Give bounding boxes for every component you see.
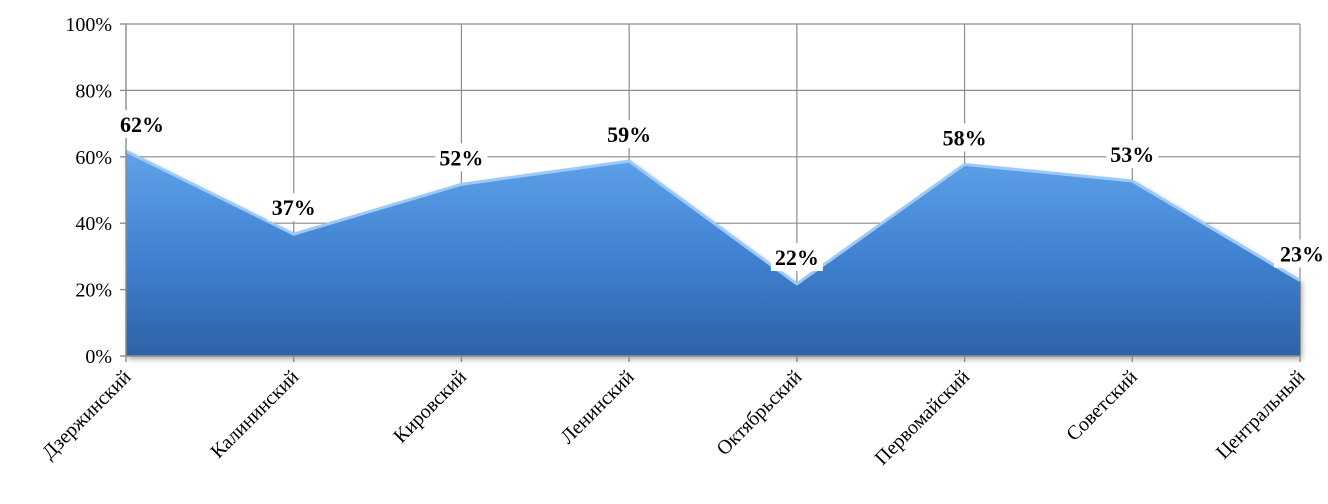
data-label-bg [603,120,656,149]
y-axis-ticks: 0% 20% 40% 60% 80% 100% [65,14,112,368]
data-label-bg [118,110,170,139]
axes [120,23,1301,362]
x-tick-label: Дзержинский [38,366,136,464]
y-tick-label: 0% [85,346,112,368]
x-tick-label: Советский [1062,366,1142,446]
y-tick-label: 40% [75,213,112,235]
x-tick-label: Октябрьский [712,366,806,460]
data-labels: 62% 37% 52% 59% 22% 58% 53% 23% [118,110,1326,271]
data-label-bg [1106,140,1159,169]
data-label: 62% [120,112,164,137]
data-label: 59% [607,122,651,147]
x-tick-label: Центральный [1212,366,1310,464]
x-tick-label: Калининский [206,366,303,463]
data-label: 53% [1110,142,1154,167]
data-label-bg [267,193,320,222]
y-tick-label: 80% [75,80,112,102]
data-label: 37% [272,195,316,220]
data-label: 23% [1280,242,1324,267]
data-label-bg [770,242,823,271]
x-tick-label: Кировский [389,366,471,448]
x-tick-label: Первомайский [871,366,975,470]
gridlines [126,23,1301,356]
data-label-bg [435,143,488,172]
y-tick-label: 100% [65,14,112,36]
x-tick-label: Ленинский [556,366,639,449]
data-label: 58% [943,125,987,150]
area-series [125,149,1301,356]
data-label: 52% [439,145,483,170]
area-top-highlight [125,149,1301,286]
data-label-bg [938,123,991,152]
data-label: 22% [775,245,819,270]
x-axis-ticks: Дзержинский Калининский Кировский Ленинский… [38,366,1310,470]
y-tick-label: 20% [75,280,112,302]
area-fill [126,150,1300,356]
data-label-bg [1274,239,1326,268]
y-tick-label: 60% [75,147,112,169]
